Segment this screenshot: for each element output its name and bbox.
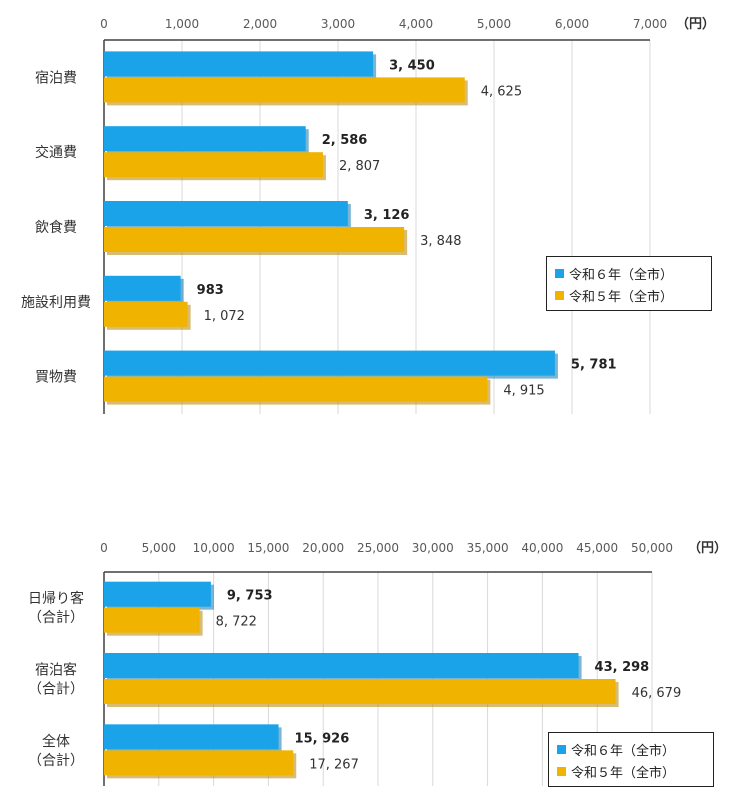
total-expense-plot: 0 5,000 10,000 15,000 20,000 25,000 30,000 35,0… — [28, 540, 727, 786]
x-tick-label: 2,000 — [243, 17, 277, 31]
category-label: 施設利用費 — [21, 295, 91, 311]
bar-series-b — [104, 376, 488, 402]
legend-swatch-a — [555, 268, 564, 278]
legend-label-a: 令和６年（全市） — [569, 267, 674, 283]
data-label-series-a: 5, 781 — [571, 358, 617, 373]
bar-series-b — [104, 679, 616, 704]
category-label: 宿泊費 — [35, 69, 77, 86]
legend-item-series-b: 令和５年（全市） — [557, 760, 705, 782]
data-label-series-b: 4, 915 — [503, 384, 544, 399]
bar-series-a — [104, 201, 348, 226]
category-label: 買物費 — [35, 370, 77, 386]
x-tick-label: 50,000 — [631, 541, 673, 555]
bar-series-a — [104, 126, 306, 152]
bar-series-a — [104, 581, 211, 607]
data-label-series-a: 2, 586 — [322, 133, 368, 148]
x-tick-label: 4,000 — [399, 17, 433, 31]
data-label-series-a: 9, 753 — [227, 589, 273, 604]
bar-series-a — [104, 653, 579, 678]
legend-label-b: 令和５年（全市） — [571, 765, 676, 781]
bar-series-b — [104, 301, 188, 327]
legend-swatch-a — [557, 744, 566, 754]
bar-series-a — [104, 51, 374, 77]
category-label: 交通費 — [35, 144, 77, 161]
bar-series-a — [104, 724, 279, 750]
total-expense-chart: 0 5,000 10,000 15,000 20,000 25,000 30,000 35,0… — [0, 520, 750, 806]
bar-series-a — [104, 275, 181, 301]
category-label: 宿泊客 — [35, 662, 77, 679]
x-axis-unit: （円） — [676, 16, 715, 32]
legend-item-series-a: 令和６年（全市） — [555, 262, 703, 284]
bar-series-b — [104, 607, 200, 633]
x-tick-label: 40,000 — [521, 541, 563, 555]
data-label-series-b: 4, 625 — [481, 84, 522, 99]
data-label-series-a: 3, 126 — [364, 208, 410, 223]
data-label-series-b: 2, 807 — [339, 159, 380, 174]
x-tick-label: 7,000 — [633, 17, 667, 31]
bar-series-b — [104, 227, 405, 252]
legend-swatch-b — [557, 766, 566, 776]
category-label: 飲食費 — [35, 219, 77, 236]
legend-swatch-b — [555, 290, 564, 300]
x-tick-label: 15,000 — [247, 541, 289, 555]
bar-series-b — [104, 77, 465, 103]
x-tick-label: 5,000 — [142, 541, 176, 555]
legend-label-a: 令和６年（全市） — [571, 743, 676, 759]
category-label: 日帰り客 — [28, 590, 84, 607]
expense-breakdown-chart: 0 1,000 2,000 3,000 4,000 5,000 6,000 7,000 （円） 宿… — [21, 16, 715, 414]
x-tick-label: 1,000 — [165, 17, 199, 31]
x-tick-label: 45,000 — [576, 541, 618, 555]
data-label-series-a: 43, 298 — [595, 660, 650, 675]
data-label-series-b: 8, 722 — [216, 615, 257, 630]
chart2-legend: 令和６年（全市） 令和５年（全市） — [548, 732, 714, 787]
data-label-series-b: 3, 848 — [420, 234, 461, 249]
data-label-series-a: 15, 926 — [295, 731, 350, 746]
category-label: 全体 — [42, 733, 70, 750]
x-tick-label: 3,000 — [321, 17, 355, 31]
data-label-series-a: 3, 450 — [389, 58, 435, 73]
x-tick-label: 0 — [100, 541, 108, 555]
data-label-series-b: 17, 267 — [309, 757, 359, 772]
category-label: （合計） — [28, 753, 84, 769]
expense-breakdown-plot: 0 1,000 2,000 3,000 4,000 5,000 6,000 7,000 （円） 宿… — [21, 16, 715, 414]
data-label-series-b: 1, 072 — [204, 309, 245, 324]
category-label: （合計） — [28, 682, 84, 698]
bar-series-a — [104, 350, 555, 376]
x-tick-label: 6,000 — [555, 17, 589, 31]
x-tick-label: 30,000 — [412, 541, 454, 555]
x-tick-label: 25,000 — [357, 541, 399, 555]
data-label-series-a: 983 — [197, 283, 224, 298]
x-axis-unit: （円） — [688, 540, 727, 556]
data-label-series-b: 46, 679 — [632, 686, 682, 701]
x-tick-label: 10,000 — [193, 541, 235, 555]
bar-series-b — [104, 750, 294, 776]
legend-item-series-a: 令和６年（全市） — [557, 738, 705, 760]
legend-item-series-b: 令和５年（全市） — [555, 284, 703, 306]
category-label: （合計） — [28, 610, 84, 626]
x-tick-label: 5,000 — [477, 17, 511, 31]
legend-label-b: 令和５年（全市） — [569, 289, 674, 305]
bar-series-b — [104, 152, 323, 178]
x-tick-label: 0 — [100, 17, 108, 31]
x-tick-label: 20,000 — [302, 541, 344, 555]
x-tick-label: 35,000 — [467, 541, 509, 555]
chart1-legend: 令和６年（全市） 令和５年（全市） — [546, 256, 712, 311]
